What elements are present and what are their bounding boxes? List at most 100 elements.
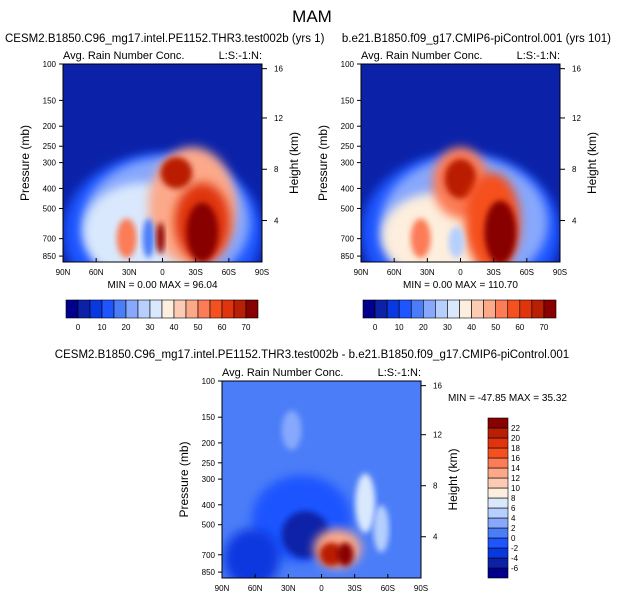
colorbar-label: -6 [511, 564, 519, 573]
contour-region [448, 226, 465, 259]
colorbar-label: 10 [511, 484, 520, 493]
colorbar-box [161, 299, 175, 319]
y-tick-label: 500 [202, 521, 216, 530]
y-tick-label: 100 [341, 60, 355, 69]
y-tick-label: 150 [43, 96, 57, 105]
contour-region [337, 542, 354, 567]
y-axis-label: Pressure (mb) [316, 125, 330, 201]
y-tick-label: 250 [43, 142, 57, 151]
x-tick-label: 90N [354, 268, 369, 277]
colorbar-label: 22 [511, 424, 520, 433]
panel-top-left: CESM2.B1850.C96_mg17.intel.PE1152.THR3.t… [5, 33, 325, 332]
colorbar-box [197, 299, 211, 319]
page-title: MAM [292, 7, 332, 26]
colorbar-box [209, 299, 223, 319]
x-tick-label: 90S [255, 268, 269, 277]
contour-region [484, 200, 517, 262]
colorbar-box [487, 447, 509, 459]
min-max-stats: MIN = -47.85 MAX = 35.32 [448, 393, 567, 404]
colorbar-label: 0 [76, 323, 81, 332]
colorbar-box [487, 477, 509, 489]
y-right-tick-label: 8 [572, 165, 577, 174]
colorbar-label: 70 [242, 323, 251, 332]
colorbar-label: 20 [122, 323, 131, 332]
y-tick-label: 700 [43, 235, 57, 244]
y-tick-label: 700 [202, 551, 216, 560]
colorbar-label: 0 [373, 323, 378, 332]
colorbar-box [65, 299, 79, 319]
contour-region [142, 218, 155, 259]
colorbar-box [543, 299, 557, 319]
contour-region [444, 159, 477, 199]
y-right-tick-label: 8 [274, 165, 279, 174]
corner-label: L:S:-1:N: [517, 50, 560, 62]
x-tick-label: 60S [222, 268, 236, 277]
colorbar-box [487, 417, 509, 429]
colorbar-label: 40 [170, 323, 179, 332]
colorbar-box [410, 299, 424, 319]
colorbar-box [487, 557, 509, 569]
contour-region [186, 202, 219, 262]
contour-region [373, 505, 390, 553]
colorbar-label: 50 [491, 323, 500, 332]
colorbar-label: 16 [511, 454, 520, 463]
colorbar-label: 30 [443, 323, 452, 332]
y-tick-label: 300 [341, 159, 355, 168]
colorbar-box [362, 299, 376, 319]
y-tick-label: 250 [202, 459, 216, 468]
x-tick-label: 90S [553, 268, 567, 277]
y-tick-label: 100 [43, 60, 57, 69]
x-tick-label: 0 [458, 268, 463, 277]
contour-region [410, 218, 431, 259]
y-right-tick-label: 16 [433, 382, 442, 391]
contour-field [222, 381, 421, 578]
x-tick-label: 60N [248, 584, 263, 593]
y-right-tick-label: 4 [433, 533, 438, 542]
colorbar-label: 20 [511, 434, 520, 443]
y-right-tick-label: 4 [274, 217, 279, 226]
corner-label: L:S:-1:N: [219, 50, 262, 62]
case-title: CESM2.B1850.C96_mg17.intel.PE1152.THR3.t… [55, 349, 569, 361]
colorbar-label: 12 [511, 474, 520, 483]
y-right-tick-label: 12 [572, 114, 581, 123]
colorbar-label: 20 [419, 323, 428, 332]
y-right-tick-label: 12 [433, 431, 442, 440]
y-right-tick-label: 16 [572, 65, 581, 74]
colorbar-box [435, 299, 448, 319]
contour-region [156, 222, 165, 255]
y-tick-label: 200 [341, 122, 355, 131]
x-tick-label: 30S [348, 584, 362, 593]
y-tick-label: 150 [202, 413, 216, 422]
colorbar-label: 10 [98, 323, 107, 332]
colorbar-label: 8 [511, 494, 516, 503]
case-title: CESM2.B1850.C96_mg17.intel.PE1152.THR3.t… [5, 33, 325, 45]
colorbar-box [487, 457, 509, 469]
y-tick-label: 300 [43, 159, 57, 168]
colorbar-label: 2 [511, 524, 516, 533]
y-right-tick-label: 4 [572, 217, 577, 226]
x-tick-label: 60N [89, 268, 104, 277]
corner-label: L:S:-1:N: [378, 367, 421, 379]
contour-region [116, 218, 137, 259]
case-title: b.e21.B1850.f09_g17.CMIP6-piControl.001 … [342, 33, 611, 45]
colorbar-box [487, 497, 509, 509]
colorbar-box [487, 547, 509, 559]
colorbar-box [221, 299, 235, 319]
colorbar-box [89, 299, 103, 319]
colorbar-box [487, 507, 509, 519]
colorbar-label: -2 [511, 544, 519, 553]
colorbar-box [137, 299, 151, 319]
panel-top-right: b.e21.B1850.f09_g17.CMIP6-piControl.001 … [316, 33, 611, 332]
contour-region [355, 473, 376, 533]
y-tick-label: 200 [43, 122, 57, 131]
colorbar-label: 50 [194, 323, 203, 332]
colorbar-box [173, 299, 187, 319]
subtitle: Avg. Rain Number Conc. [63, 50, 184, 62]
colorbar-box [487, 567, 509, 579]
y-tick-label: 700 [341, 235, 355, 244]
min-max-stats: MIN = 0.00 MAX = 96.04 [107, 280, 217, 291]
x-tick-label: 30S [189, 268, 203, 277]
colorbar-box [487, 517, 509, 529]
colorbar: 0 10 20 30 40 50 60 70 [65, 299, 259, 332]
